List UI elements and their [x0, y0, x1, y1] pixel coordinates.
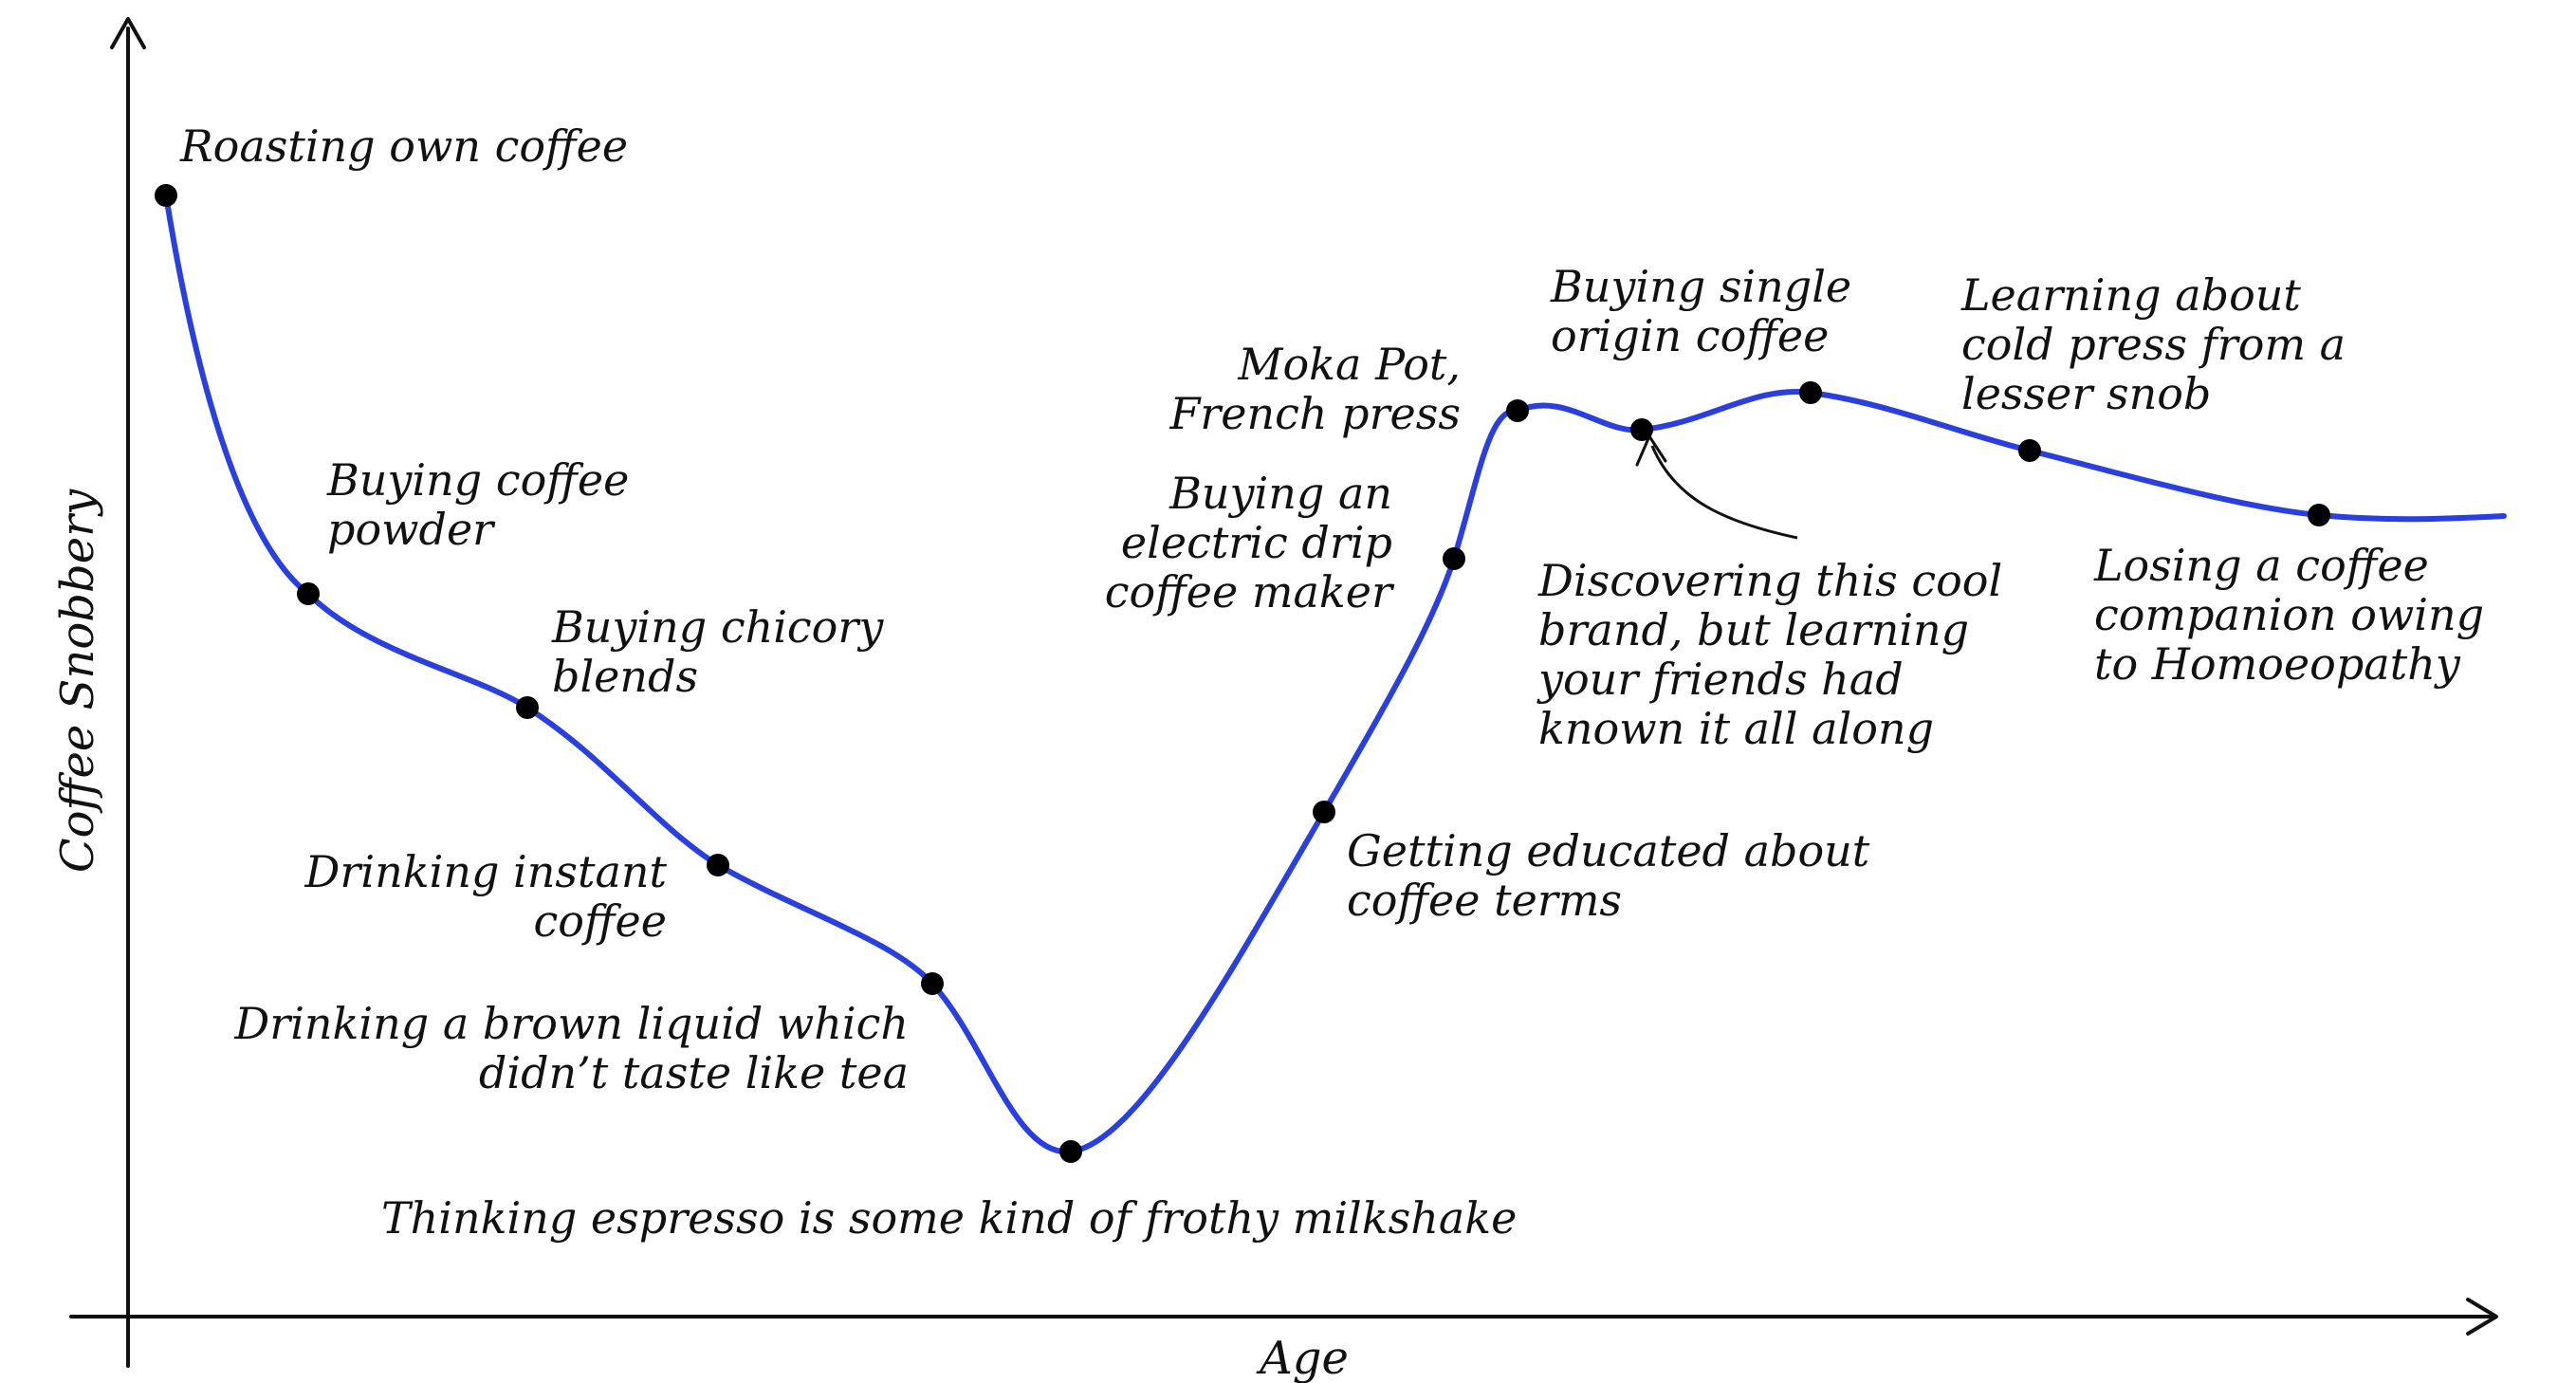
point-label-line: didn’t taste like tea: [479, 1047, 909, 1098]
point-marker: [1630, 418, 1653, 441]
point-label-line: Thinking espresso is some kind of frothy…: [381, 1192, 1517, 1244]
point-marker: [2018, 439, 2041, 462]
point-marker: [1443, 547, 1465, 570]
point-label: Drinking instant coffee: [304, 846, 668, 947]
point-marker: [516, 696, 539, 719]
point-label: Getting educated about coffee terms: [1347, 825, 1870, 926]
point-label: Learning about cold press from a lesser sn…: [1960, 269, 2346, 419]
point-label: Buying single origin coffee: [1550, 261, 1851, 361]
point-label: Moka Pot, French press: [1168, 339, 1461, 439]
point-marker: [1799, 381, 1822, 404]
point-marker: [1059, 1140, 1082, 1163]
point-marker: [921, 972, 944, 995]
y-axis-label: Coffee Snobbery: [51, 489, 104, 873]
point-label-line: Roasting own coffee: [179, 120, 628, 172]
point-label-line: Losing a coffee: [2093, 540, 2429, 591]
point-label: Drinking a brown liquid which didn’t tast…: [233, 998, 909, 1098]
point-label-line: French press: [1168, 388, 1461, 439]
point-label: Buying chicory blends: [551, 601, 884, 702]
point-label-line: brand, but learning: [1538, 604, 1969, 655]
point-label-line: blends: [552, 651, 698, 702]
point-label: Buying an electric drip coffee maker: [1105, 468, 1395, 618]
point-label-line: Discovering this cool: [1537, 555, 2002, 606]
point-marker: [297, 582, 320, 605]
point-marker: [707, 854, 729, 876]
point-label-line: origin coffee: [1551, 310, 1829, 361]
point-label-line: coffee maker: [1105, 566, 1395, 618]
snobbery-curve: [163, 193, 2507, 1155]
point-label-line: companion owing: [2094, 589, 2484, 640]
point-label-line: cold press from a: [1961, 319, 2346, 370]
point-marker: [1313, 801, 1335, 823]
point-label-line: lesser snob: [1961, 368, 2211, 419]
point-marker: [1506, 399, 1529, 422]
point-label-line: Getting educated about: [1347, 825, 1870, 876]
point-label: Thinking espresso is some kind of frothy…: [381, 1192, 1517, 1244]
point-label-line: Moka Pot,: [1237, 339, 1461, 390]
point-label: Roasting own coffee: [179, 120, 628, 172]
point-label-line: to Homoeopathy: [2094, 638, 2461, 690]
point-label-line: Drinking instant: [304, 846, 668, 897]
point-label: Buying coffee powder: [326, 454, 629, 555]
point-label-line: Learning about: [1960, 269, 2301, 321]
annotation-arrow-line: [1650, 445, 1798, 540]
point-marker: [2308, 504, 2330, 526]
point-label-line: Buying chicory: [551, 601, 884, 653]
point-label-line: your friends had: [1536, 654, 1904, 705]
point-marker: [155, 184, 177, 207]
point-label: Losing a coffee companion owing to Homoeop…: [2093, 540, 2484, 690]
point-label-line: Drinking a brown liquid which: [233, 998, 909, 1049]
x-axis-arrowhead: [2466, 1298, 2498, 1336]
point-label-line: known it all along: [1538, 703, 1934, 754]
point-label: Discovering this cool brand, but learning…: [1536, 555, 2002, 754]
point-label-line: coffee: [534, 895, 668, 947]
point-label-line: Buying single: [1550, 261, 1851, 312]
point-label-line: electric drip: [1121, 517, 1392, 568]
x-axis-label: Age: [1256, 1332, 1349, 1383]
y-axis-arrowhead: [110, 17, 146, 49]
point-label-line: Buying coffee: [326, 454, 629, 506]
point-label-line: Buying an: [1168, 468, 1392, 519]
point-label-line: coffee terms: [1347, 875, 1622, 926]
point-label-line: powder: [327, 504, 496, 555]
point-markers: [155, 184, 2330, 1163]
